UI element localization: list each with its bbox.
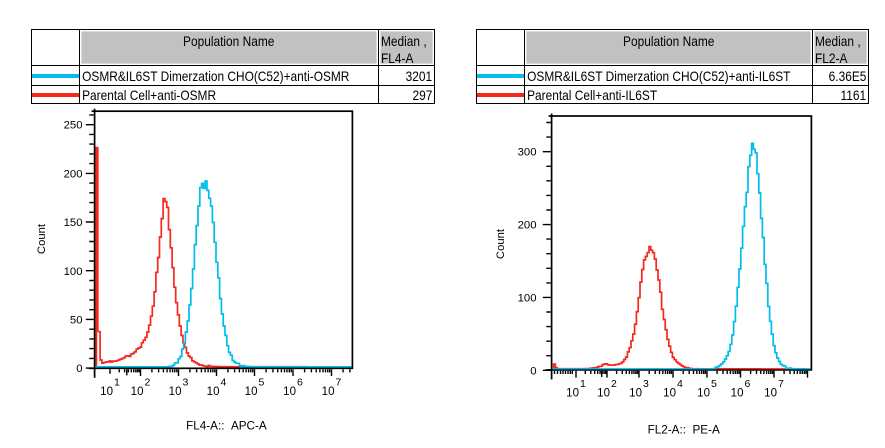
svg-text:107: 107 [322, 376, 342, 397]
svg-text:0: 0 [530, 365, 536, 377]
svg-text:150: 150 [64, 217, 83, 229]
svg-text:Count: Count [36, 223, 48, 254]
svg-text:105: 105 [697, 378, 717, 399]
svg-text:50: 50 [70, 314, 83, 326]
svg-text:FL4-A:: APC-A: FL4-A:: APC-A [186, 420, 267, 433]
svg-text:100: 100 [64, 266, 83, 278]
svg-text:105: 105 [245, 376, 265, 397]
svg-text:200: 200 [518, 220, 537, 232]
svg-text:FL2-A:: PE-A: FL2-A:: PE-A [648, 424, 720, 437]
svg-text:101: 101 [566, 378, 586, 399]
svg-text:200: 200 [64, 168, 83, 180]
svg-text:104: 104 [207, 376, 227, 397]
svg-text:103: 103 [169, 376, 189, 397]
svg-text:101: 101 [100, 376, 120, 397]
svg-text:104: 104 [663, 378, 683, 399]
svg-text:103: 103 [629, 378, 649, 399]
svg-text:102: 102 [131, 376, 151, 397]
svg-text:100: 100 [518, 292, 537, 304]
svg-text:107: 107 [764, 378, 784, 399]
svg-text:102: 102 [597, 378, 617, 399]
svg-text:300: 300 [518, 147, 537, 159]
svg-text:106: 106 [283, 376, 303, 397]
svg-text:0: 0 [76, 363, 82, 375]
svg-text:Count: Count [495, 228, 507, 259]
svg-text:250: 250 [64, 120, 83, 132]
svg-text:106: 106 [731, 378, 751, 399]
